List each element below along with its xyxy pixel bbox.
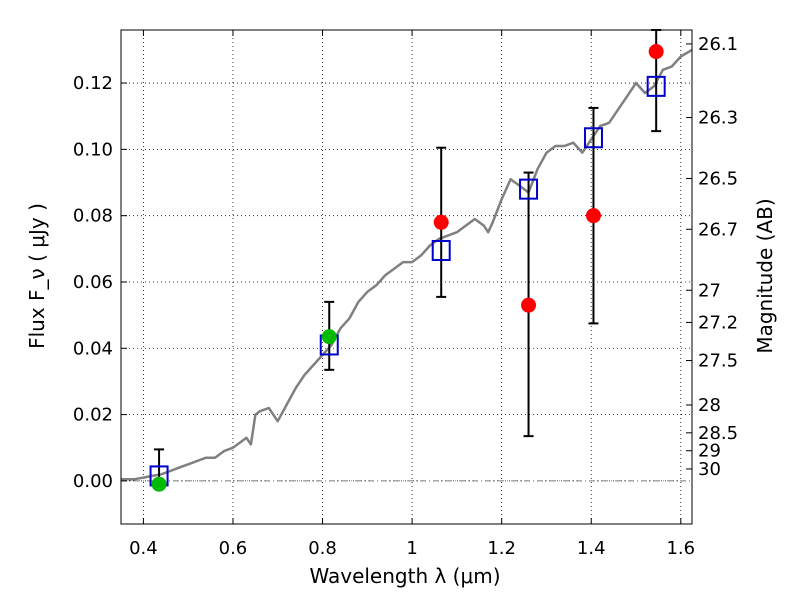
x-tick-labels: 0.4 0.6 0.8 1 1.2 1.4 1.6: [129, 538, 695, 559]
magnitude-tick-label: 26.7: [698, 219, 738, 240]
x-tick-label: 1.2: [487, 538, 516, 559]
y-tick-label: 0.02: [73, 405, 113, 426]
observed-point: [585, 208, 601, 224]
y-tick-labels: 0.00 0.02 0.04 0.06 0.08 0.10 0.12: [73, 73, 113, 492]
x-tick-label: 0.8: [308, 538, 337, 559]
axis-ticks: [121, 30, 692, 524]
error-bars: [154, 29, 662, 482]
magnitude-tick-label: 27.2: [698, 312, 738, 333]
magnitude-tick-label: 26.3: [698, 108, 738, 129]
model-photometry-point: [519, 178, 539, 200]
grid: [121, 30, 692, 524]
magnitude-tick-label: 28.5: [698, 423, 738, 444]
x-axis-label: Wavelength λ (μm): [309, 564, 500, 588]
magnitude-tick-label: 26.5: [698, 169, 738, 190]
model-photometry-markers: [149, 75, 666, 487]
x-tick-label: 0.4: [129, 538, 158, 559]
magnitude-tick-label: 30: [698, 459, 721, 480]
magnitude-tick-label: 26.1: [698, 34, 738, 55]
y-tick-label: 0.00: [73, 471, 113, 492]
observed-markers: [151, 44, 664, 492]
y-axis-label: Flux F_ν ( μJy ): [25, 203, 49, 349]
magnitude-tick-label: 29: [698, 441, 721, 462]
model-photometry-point: [431, 239, 451, 261]
x-tick-label: 1.6: [666, 538, 695, 559]
model-photometry-point: [646, 75, 666, 97]
plot-frame: [120, 29, 693, 525]
x-tick-label: 0.6: [219, 538, 248, 559]
right-axis-label: Magnitude (AB): [753, 198, 777, 353]
observed-point: [151, 476, 167, 492]
model-spectrum: [121, 48, 693, 481]
model-photometry-point: [583, 127, 603, 149]
observed-point: [648, 44, 664, 60]
y-tick-label: 0.06: [73, 272, 113, 293]
magnitude-tick-label: 27: [698, 280, 721, 301]
observed-point: [321, 329, 337, 345]
y-tick-label: 0.04: [73, 338, 113, 359]
y-tick-label: 0.08: [73, 206, 113, 227]
y-tick-label: 0.10: [73, 139, 113, 160]
magnitude-tick-label: 27.5: [698, 351, 738, 372]
x-tick-label: 1.4: [577, 538, 606, 559]
magnitude-tick-label: 28: [698, 395, 721, 416]
spectrum-line: [121, 48, 693, 481]
y-tick-label: 0.12: [73, 73, 113, 94]
observed-point: [433, 214, 449, 230]
x-tick-label: 1: [406, 538, 417, 559]
observed-point: [521, 297, 537, 313]
